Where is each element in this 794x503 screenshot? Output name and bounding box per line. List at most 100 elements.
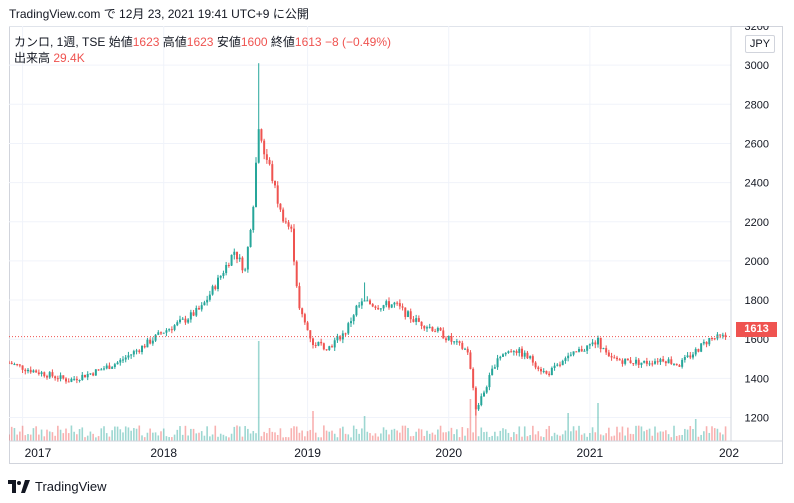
candle-body <box>9 362 10 364</box>
candle-body <box>417 318 420 322</box>
volume-bar <box>122 432 124 441</box>
volume-bar <box>181 434 184 441</box>
candle-body <box>648 363 651 365</box>
volume-bar <box>415 431 417 441</box>
candle-body <box>363 300 366 302</box>
close-label: 終値 <box>270 35 295 49</box>
price-tick-label: 2200 <box>745 217 769 229</box>
volume-bar <box>700 434 702 441</box>
candle-body <box>274 180 276 186</box>
volume-bar <box>320 437 322 441</box>
volume-bar <box>382 427 385 441</box>
symbol-label[interactable]: カンロ, 1週, TSE <box>14 35 106 49</box>
volume-bar <box>247 428 249 441</box>
price-chart[interactable]: 1200 1400 1600 1800 2000 2200 2400 2600 2800 3000… <box>9 26 783 464</box>
volume-bars <box>9 341 727 441</box>
candle-body <box>160 332 162 334</box>
volume-bar <box>350 437 352 441</box>
candle-body <box>116 362 119 365</box>
candle-body <box>711 337 713 339</box>
footer-brand[interactable]: TradingView <box>8 476 107 496</box>
candle-body <box>708 337 711 345</box>
candle-body <box>529 356 532 359</box>
candle-body <box>377 307 380 310</box>
volume-bar <box>51 432 54 441</box>
volume-bar <box>290 428 293 441</box>
volume-bar <box>317 437 320 441</box>
candle-body <box>599 337 602 350</box>
candle-body <box>314 344 317 346</box>
candle-body <box>591 342 594 345</box>
volume-bar <box>35 426 37 441</box>
volume-bar <box>127 427 130 441</box>
candle-body <box>586 345 589 351</box>
candle-body <box>37 372 40 374</box>
volume-bar <box>81 427 84 441</box>
volume-bar <box>27 434 29 441</box>
currency-button[interactable]: JPY <box>745 35 775 53</box>
volume-bar <box>295 426 298 441</box>
volume-bar <box>502 428 504 441</box>
volume-bar <box>124 426 127 441</box>
candle-body <box>94 369 97 376</box>
volume-bar <box>86 435 89 441</box>
volume-bar <box>225 436 227 441</box>
candle-body <box>640 362 643 365</box>
volume-bar <box>377 436 379 441</box>
volume-bar <box>591 427 594 441</box>
volume-bar <box>548 425 550 441</box>
candle-body <box>455 341 458 343</box>
candle-body <box>276 185 279 204</box>
candle-body <box>412 319 415 322</box>
volume-bar <box>529 435 531 441</box>
volume-bar <box>160 431 162 441</box>
candle-body <box>132 351 135 355</box>
volume-bar <box>16 434 18 441</box>
candle-body <box>320 341 323 344</box>
candle-body <box>654 361 656 364</box>
candle-body <box>119 359 122 363</box>
candle-body <box>317 341 320 346</box>
volume-bar <box>141 435 143 441</box>
candle-body <box>474 387 477 410</box>
candle-body <box>488 375 491 388</box>
candle-body <box>713 338 716 340</box>
volume-bar <box>453 434 455 441</box>
volume-bar <box>483 432 485 441</box>
volume-bar <box>206 426 208 441</box>
candle-body <box>65 378 67 382</box>
candle-body <box>428 326 431 328</box>
volume-bar <box>488 436 491 441</box>
candle-body <box>624 358 627 364</box>
candle-body <box>32 370 35 373</box>
candle-body <box>548 373 551 376</box>
candle-body <box>415 318 418 322</box>
candle-body <box>466 348 469 353</box>
volume-bar <box>168 437 170 441</box>
volume-bar <box>445 432 447 441</box>
candle-body <box>347 323 350 334</box>
volume-bar <box>119 429 122 441</box>
time-axis: 2017 2018 2019 2020 2021 202 <box>25 446 740 460</box>
candle-body <box>518 348 521 353</box>
candle-body <box>146 339 149 348</box>
volume-bar <box>209 436 211 441</box>
time-tick-label: 2020 <box>435 446 462 460</box>
price-tick-label: 2000 <box>745 256 769 268</box>
candle-body <box>16 364 19 366</box>
time-tick-label: 2019 <box>294 446 321 460</box>
volume-bar <box>643 431 645 441</box>
volume-bar <box>407 427 409 441</box>
volume-bar <box>656 432 659 441</box>
volume-bar <box>255 433 257 441</box>
candle-body <box>436 327 439 332</box>
volume-bar <box>396 430 398 441</box>
candle-body <box>219 275 222 278</box>
volume-bar <box>599 434 602 441</box>
volume-bar <box>380 433 382 441</box>
candle-body <box>675 363 678 366</box>
volume-bar <box>521 436 523 441</box>
candle-body <box>379 308 382 310</box>
volume-bar <box>662 431 664 441</box>
volume-bar <box>325 430 328 441</box>
